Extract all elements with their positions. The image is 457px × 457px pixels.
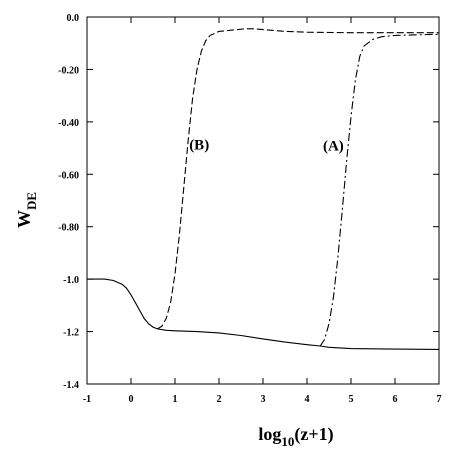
- y-tick-label: -0.40: [58, 118, 79, 129]
- y-tick-label: -0.60: [58, 170, 79, 181]
- plot-frame: [86, 16, 440, 385]
- annotations: (A) (B): [189, 137, 344, 154]
- y-tick-label: -1.2: [63, 328, 79, 339]
- y-tick-label: 0.0: [67, 13, 80, 24]
- x-axis-label-rest: (z+1): [294, 424, 333, 445]
- series-line-solid: [87, 278, 440, 350]
- x-tick-label: 2: [217, 394, 222, 405]
- x-tick-label: 5: [349, 394, 354, 405]
- x-axis-label-base: log: [258, 424, 281, 444]
- x-tick-label: 0: [129, 394, 134, 405]
- x-tick-label: 7: [437, 394, 442, 405]
- y-tick-label: -1.0: [63, 275, 79, 286]
- y-tick-label: -0.20: [58, 65, 79, 76]
- y-tick-label: -0.80: [58, 223, 79, 234]
- x-tick-label: -1: [83, 394, 91, 405]
- y-axis-label: WDE: [14, 192, 39, 228]
- x-tick-label: 1: [173, 394, 178, 405]
- x-axis-label-sub: 10: [281, 434, 294, 449]
- y-tick-label: -1.4: [63, 380, 79, 391]
- x-tick-label: 6: [393, 394, 398, 405]
- x-tick-label: 4: [305, 394, 310, 405]
- ticks: [86, 16, 440, 385]
- series-line-a: [319, 33, 440, 347]
- annotation-label: (B): [189, 137, 209, 153]
- y-axis-label-sub: DE: [24, 192, 39, 210]
- annotation-label: (A): [323, 139, 344, 155]
- series-line-b: [157, 28, 439, 330]
- x-tick-label: 3: [261, 394, 266, 405]
- x-axis-label: log10(z+1): [258, 424, 333, 449]
- tick-labels: -1 0 1 2 3 4 5 6 7 0.0 -0.20 -0.40 -0.60 -0.80 -1.0 -1.…: [58, 13, 441, 405]
- series-group: [87, 28, 440, 350]
- y-axis-label-base: W: [14, 210, 34, 228]
